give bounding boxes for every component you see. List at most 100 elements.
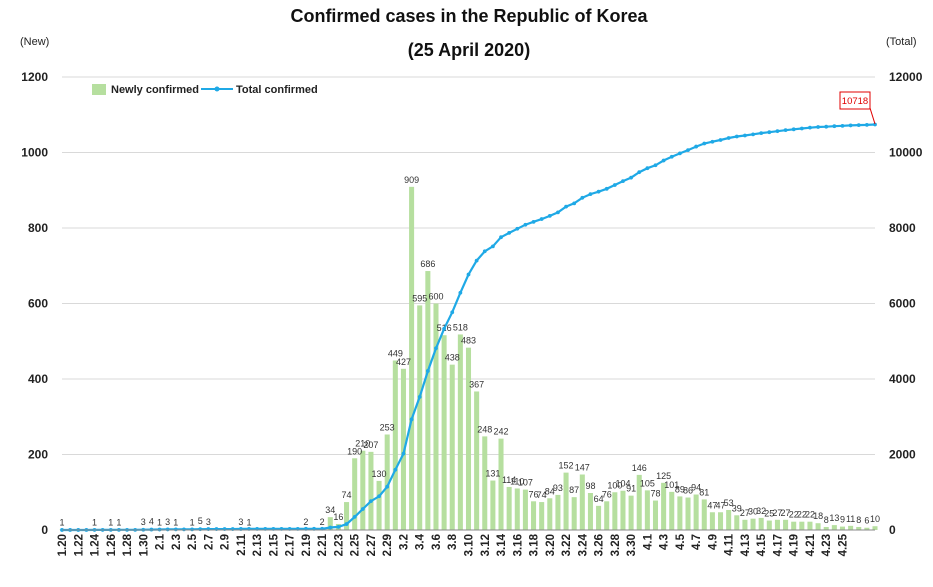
y-left-tick-label: 400 (28, 372, 48, 386)
bar (514, 488, 520, 530)
bar-data-labels: 1 1 1 1 3 4 1 3 1 1 5 3 3 1 2 2341674190210207130253449… (59, 175, 880, 528)
bar-data-label: 3 (165, 517, 170, 527)
total-point (409, 417, 414, 422)
bar-data-label: 39 (732, 503, 742, 513)
bar-data-label: 483 (461, 336, 476, 346)
total-point (336, 524, 341, 529)
bar (376, 480, 382, 530)
x-tick-label: 1.26 (106, 534, 118, 556)
bar-data-label: 207 (363, 440, 378, 450)
total-point (523, 222, 528, 227)
right-axis-unit: (Total) (886, 36, 917, 48)
total-point (434, 346, 438, 351)
bar (636, 474, 642, 530)
x-tick-label: 1.24 (90, 533, 102, 556)
final-total-callout: 10718 (839, 91, 876, 125)
bar-data-label: 86 (683, 486, 693, 496)
total-point (604, 186, 609, 191)
total-point (864, 123, 869, 127)
bar-data-label: 242 (494, 427, 509, 437)
total-point (458, 290, 463, 295)
total-point (377, 494, 381, 499)
bar-data-label: 3 (141, 517, 146, 527)
axes: 0200400600800100012000200040006000800010… (21, 70, 922, 556)
bar (433, 303, 439, 530)
x-tick-label: 3.12 (480, 534, 492, 556)
bar (774, 519, 780, 530)
bar-data-label: 686 (420, 259, 435, 269)
bar-data-label: 104 (615, 479, 630, 489)
bar (766, 520, 772, 530)
bar (864, 527, 870, 530)
bar (644, 490, 650, 530)
x-tick-label: 4.17 (772, 534, 784, 556)
bar-data-label: 27 (740, 508, 750, 518)
x-tick-label: 2.13 (252, 534, 264, 556)
bar-data-label: 16 (333, 512, 343, 522)
bar-data-label: 64 (594, 494, 604, 504)
y-left-tick-label: 600 (28, 297, 48, 311)
total-point (799, 126, 804, 131)
x-tick-label: 1.22 (73, 534, 85, 556)
x-tick-label: 3.18 (529, 533, 541, 556)
x-tick-label: 4.25 (837, 533, 849, 556)
bar (872, 526, 878, 530)
x-tick-label: 4.19 (789, 534, 801, 556)
x-tick-label: 4.23 (821, 534, 833, 556)
total-point (645, 166, 650, 171)
total-point (165, 527, 170, 532)
bar (587, 493, 593, 530)
x-tick-label: 4.5 (675, 533, 687, 550)
y-left-tick-label: 1000 (21, 146, 48, 160)
bar (669, 491, 675, 530)
bar (799, 521, 805, 530)
bar-data-label: 1 (157, 518, 162, 528)
bar (750, 518, 756, 530)
bar (392, 360, 398, 530)
bar (620, 490, 626, 530)
y-left-tick-label: 0 (41, 523, 48, 537)
bar (449, 364, 455, 530)
bar (718, 512, 724, 530)
bar-data-label: 22 (789, 510, 799, 520)
y-right-tick-label: 12000 (889, 70, 923, 84)
bar-data-label: 1 (246, 518, 251, 528)
bar-data-label: 130 (372, 469, 387, 479)
total-point (328, 525, 333, 530)
x-tick-label: 4.3 (659, 534, 671, 550)
total-point (694, 144, 699, 149)
chart-title: Confirmed cases in the Republic of Korea (290, 6, 648, 26)
x-tick-label: 3.14 (496, 533, 508, 556)
bar (685, 497, 691, 530)
x-tick-label: 3.2 (398, 534, 410, 550)
x-tick-label: 2.5 (187, 533, 199, 550)
legend: Newly confirmed Total confirmed (92, 84, 318, 96)
bar (531, 501, 537, 530)
y-left-tick-label: 200 (28, 448, 48, 462)
total-point (450, 310, 455, 315)
bar-data-label: 438 (445, 353, 460, 363)
total-point (824, 124, 829, 129)
bar (498, 438, 504, 530)
left-axis-unit: (New) (20, 36, 49, 48)
total-point (474, 258, 479, 263)
bar-data-label: 84 (545, 486, 555, 496)
x-tick-label: 3.24 (577, 533, 589, 556)
bar (693, 494, 699, 530)
bar-data-label: 87 (569, 485, 579, 495)
total-point (661, 158, 666, 163)
total-point (515, 226, 520, 231)
total-point (556, 210, 560, 215)
bar-data-label: 152 (559, 461, 574, 471)
bar (474, 391, 480, 530)
bar-data-label: 101 (664, 480, 679, 490)
bar (596, 505, 602, 530)
x-tick-label: 2.9 (220, 534, 232, 550)
total-point (832, 124, 837, 129)
bar-data-label: 18 (813, 511, 823, 521)
bar-data-label: 30 (748, 507, 758, 517)
bar-data-label: 13 (829, 513, 839, 523)
bar-data-label: 91 (626, 484, 636, 494)
x-tick-label: 2.23 (333, 534, 345, 556)
